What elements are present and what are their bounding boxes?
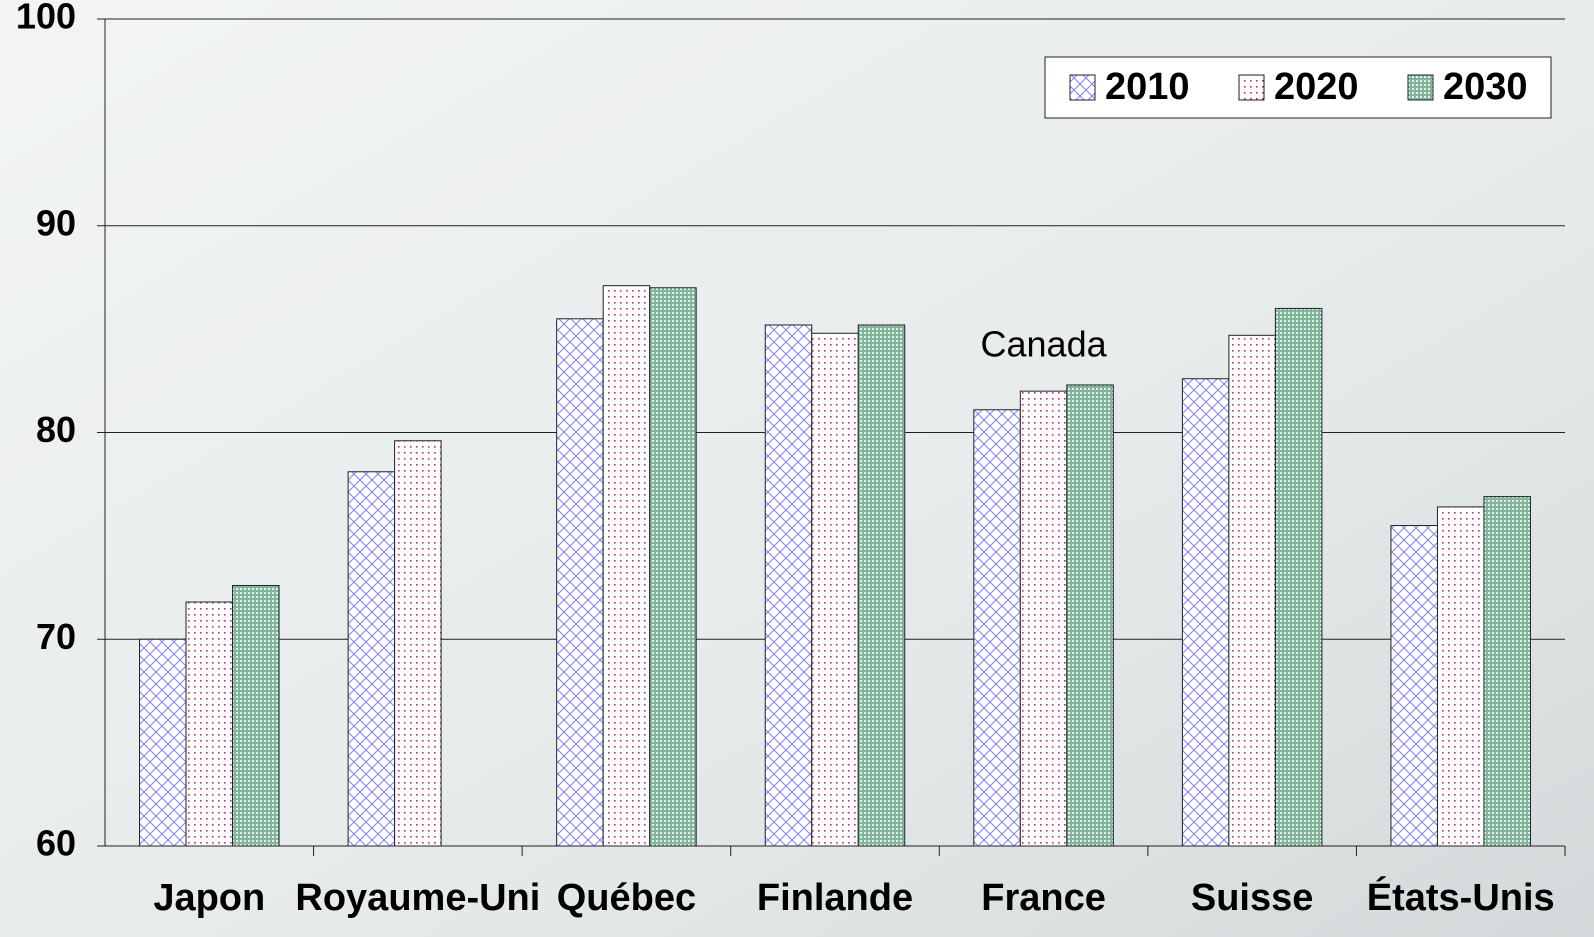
bar bbox=[395, 441, 442, 846]
chart: 60 70 80 90 100 Japon Royaume-Uni Québec Finland… bbox=[0, 0, 1594, 937]
y-tick-label: 60 bbox=[36, 823, 76, 864]
bar bbox=[557, 319, 604, 846]
y-tick-label: 90 bbox=[36, 202, 76, 243]
legend-swatch bbox=[1239, 75, 1264, 100]
bar bbox=[974, 410, 1021, 846]
bar bbox=[765, 325, 812, 846]
bar bbox=[1275, 308, 1322, 846]
legend-label: 2020 bbox=[1274, 66, 1359, 108]
legend-label: 2030 bbox=[1443, 66, 1528, 108]
bar bbox=[1484, 497, 1531, 846]
bar bbox=[603, 286, 650, 846]
y-tick-label: 70 bbox=[36, 616, 76, 657]
x-tick-label: Suisse bbox=[1191, 877, 1314, 919]
bar bbox=[1067, 385, 1114, 846]
bar bbox=[1229, 335, 1276, 846]
bar bbox=[186, 602, 233, 846]
x-tick-label: France bbox=[981, 877, 1106, 919]
bar bbox=[140, 639, 187, 846]
x-tick-label: Finlande bbox=[757, 877, 913, 919]
x-tick-label: Japon bbox=[153, 877, 265, 919]
page: {"chart_data": {"type": "bar", "annotati… bbox=[0, 0, 1594, 937]
bar bbox=[1391, 526, 1438, 846]
legend-label: 2010 bbox=[1105, 66, 1190, 108]
bar bbox=[1020, 391, 1067, 846]
legend-swatch bbox=[1070, 75, 1095, 100]
bar bbox=[1182, 379, 1229, 846]
x-tick-label: États-Unis bbox=[1367, 875, 1555, 919]
annotation: Canada bbox=[981, 323, 1108, 364]
legend-swatch bbox=[1408, 75, 1433, 100]
bar bbox=[1437, 507, 1484, 846]
bar bbox=[348, 472, 395, 846]
bar bbox=[650, 288, 697, 846]
y-tick-label: 100 bbox=[16, 0, 76, 37]
bar bbox=[233, 585, 279, 846]
x-tick-label: Québec bbox=[557, 877, 696, 919]
x-tick-label: Royaume-Uni bbox=[295, 877, 540, 919]
y-tick-label: 80 bbox=[36, 409, 76, 450]
bar bbox=[858, 325, 905, 846]
bar bbox=[812, 333, 859, 846]
